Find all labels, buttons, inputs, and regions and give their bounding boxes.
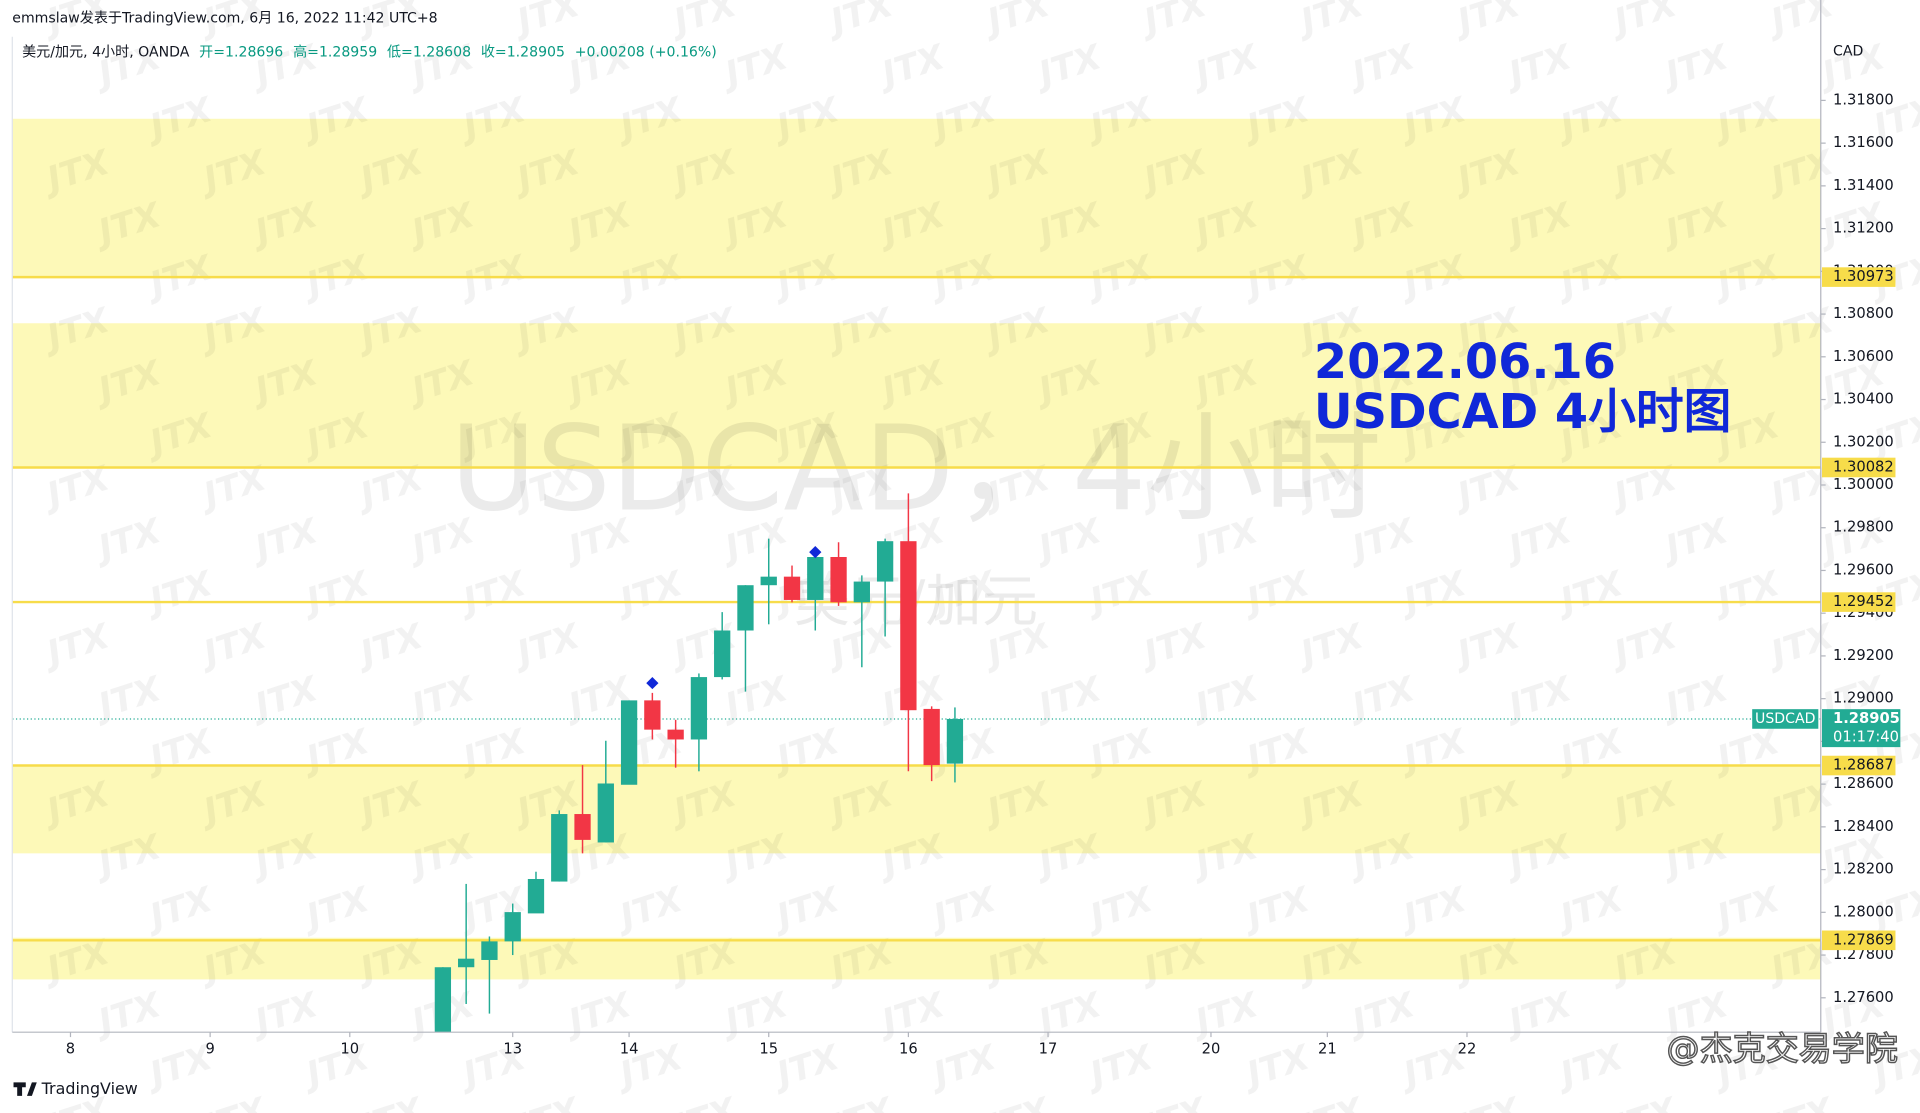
symbol-watermark: USDCAD，4小时 xyxy=(450,401,1381,538)
y-tick-label: 1.28000 xyxy=(1833,903,1894,920)
x-tick-label: 9 xyxy=(205,1040,214,1057)
candle-body xyxy=(481,941,498,960)
candle-body xyxy=(807,557,824,600)
candle-body xyxy=(620,700,638,785)
y-tick-label: 1.29200 xyxy=(1833,647,1894,664)
ohlc-value: 低=1.28608 xyxy=(387,45,471,61)
candle-body xyxy=(923,708,940,766)
y-tick-label: 1.29800 xyxy=(1833,519,1894,536)
ohlc-value: 收=1.28905 xyxy=(481,45,565,61)
x-tick-label: 22 xyxy=(1458,1040,1477,1057)
candle-body xyxy=(760,576,777,586)
y-tick-label: 1.31200 xyxy=(1833,220,1894,237)
x-tick-label: 10 xyxy=(340,1040,359,1057)
level-tag-label: 1.28687 xyxy=(1833,757,1894,774)
x-tick-label: 16 xyxy=(899,1040,918,1057)
countdown-label: 01:17:40 xyxy=(1833,728,1899,745)
zone xyxy=(12,118,1821,278)
level-tag xyxy=(1821,267,1896,287)
footer-brand: TradingView xyxy=(41,1079,138,1098)
candle-body xyxy=(853,581,870,603)
level-tag xyxy=(1821,930,1896,951)
ohlc-value: +0.00208 (+0.16%) xyxy=(575,45,717,61)
candle-body xyxy=(946,718,964,764)
y-tick-label: 1.30600 xyxy=(1833,348,1894,365)
y-tick-label: 1.30000 xyxy=(1833,476,1894,493)
level-tag-label: 1.30973 xyxy=(1833,268,1894,285)
plot-layer xyxy=(12,275,1821,1033)
candle-body xyxy=(876,541,894,582)
x-tick-label: 14 xyxy=(620,1040,639,1057)
annotation: 2022.06.16 xyxy=(1314,335,1616,390)
author-line: emmslaw发表于TradingView.com, 6月 16, 2022 1… xyxy=(12,10,437,26)
candle-body xyxy=(714,630,731,678)
y-tick-label: 1.28600 xyxy=(1833,775,1894,792)
candle-body xyxy=(458,958,475,968)
zone xyxy=(12,937,1821,980)
candle-body xyxy=(434,967,452,1033)
y-tick-label: 1.30200 xyxy=(1833,433,1894,450)
y-tick-label: 1.27600 xyxy=(1833,989,1894,1006)
ohlc-value: 高=1.28959 xyxy=(293,44,377,61)
symbol-line: 美元/加元, 4小时, OANDA xyxy=(22,45,190,61)
level-tag-label: 1.29452 xyxy=(1833,593,1894,610)
candle-body xyxy=(830,557,847,603)
level-tag xyxy=(1821,457,1896,478)
candle-body xyxy=(597,783,614,843)
level-tag-label: 1.30082 xyxy=(1833,458,1894,475)
axis-layer: 1.27600 1.27800 1.28000 1.28200 1.28400 1.286… xyxy=(66,91,1901,1057)
x-tick-label: 20 xyxy=(1202,1040,1221,1057)
x-tick-label: 15 xyxy=(759,1040,778,1057)
last-price-label: 1.28905 xyxy=(1833,710,1900,727)
y-tick-label: 1.28200 xyxy=(1833,861,1894,878)
level-tag-label: 1.27869 xyxy=(1833,931,1894,948)
x-tick-label: 17 xyxy=(1039,1040,1058,1057)
candle-body xyxy=(551,814,568,882)
zone xyxy=(12,323,1821,468)
x-tick-label: 8 xyxy=(66,1040,75,1057)
candle-body xyxy=(783,576,801,600)
y-tick-label: 1.28400 xyxy=(1833,818,1894,835)
y-tick-label: 1.29000 xyxy=(1833,690,1894,707)
y-tick-label: 1.31600 xyxy=(1833,134,1894,151)
y-tick-label: 1.31400 xyxy=(1833,177,1894,194)
last-price-tag xyxy=(1821,709,1901,748)
tradingview-logo xyxy=(13,1082,37,1096)
level-tag xyxy=(1821,755,1896,776)
level-tag xyxy=(1821,592,1896,612)
candle-body xyxy=(667,729,684,740)
x-tick-label: 21 xyxy=(1318,1040,1337,1057)
candle-body xyxy=(574,814,591,840)
ohlc-value: 开=1.28696 xyxy=(199,45,283,61)
annotation: USDCAD 4小时图 xyxy=(1314,385,1732,440)
zone xyxy=(12,765,1821,854)
y-axis-label: CAD xyxy=(1833,43,1863,59)
last-price-name: USDCAD xyxy=(1755,711,1816,727)
y-tick-label: 1.31800 xyxy=(1833,91,1894,108)
zones-layer xyxy=(12,118,1821,980)
x-tick-label: 13 xyxy=(503,1040,522,1057)
y-tick-label: 1.30400 xyxy=(1833,391,1894,408)
y-tick-label: 1.30800 xyxy=(1833,305,1894,322)
candle-body xyxy=(690,677,708,740)
footer-credit: @杰克交易学院 xyxy=(1667,1029,1898,1068)
ohlc-legend: 开=1.28696 高=1.28959 低=1.28608 收=1.28905 +0.0… xyxy=(199,44,717,61)
last-price-name-tag xyxy=(1752,709,1819,729)
candle-body xyxy=(527,878,545,914)
y-tick-label: 1.29600 xyxy=(1833,561,1894,578)
candle-body xyxy=(644,700,661,730)
candle-body xyxy=(900,541,917,711)
y-tick-label: 1.27800 xyxy=(1833,946,1894,963)
candle-body xyxy=(504,912,521,942)
candle-body xyxy=(737,585,754,631)
